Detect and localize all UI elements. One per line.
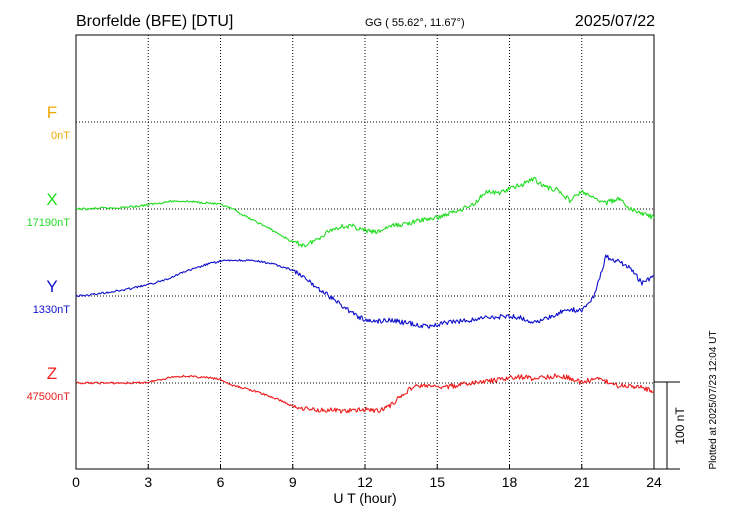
x-tick-label: 3 <box>144 474 152 490</box>
series-line-y <box>75 254 655 329</box>
series-name-y: Y <box>46 277 57 296</box>
plotted-timestamp: Plotted at 2025/07/23 12:04 UT <box>708 331 719 470</box>
series-labels: F 0nT X 17190nT Y 1330nT Z 47500nT <box>27 103 71 403</box>
date-label: 2025/07/22 <box>575 13 655 30</box>
x-tick-label: 15 <box>429 474 445 490</box>
scale-bar-label: 100 nT <box>673 407 687 445</box>
series-baseline-y: 1330nT <box>33 304 71 316</box>
series-line-x <box>75 176 655 248</box>
x-tick-label: 0 <box>72 474 80 490</box>
x-tick-label: 6 <box>217 474 225 490</box>
series-baseline-x: 17190nT <box>27 217 71 229</box>
x-tick-label: 9 <box>289 474 297 490</box>
series-baseline-f: 0nT <box>51 130 70 142</box>
grid <box>76 35 654 469</box>
x-tick-label: 21 <box>574 474 590 490</box>
x-tick-label: 24 <box>646 474 662 490</box>
x-tick-label: 12 <box>357 474 373 490</box>
scale-bar <box>654 381 680 470</box>
series-line-z <box>75 373 655 414</box>
station-title: Brorfelde (BFE) [DTU] <box>76 13 233 30</box>
x-axis-title: U T (hour) <box>333 490 396 506</box>
x-axis-ticks: 0 3 6 9 12 15 18 21 24 <box>72 464 662 490</box>
coordinates-label: GG ( 55.62°, 11.67°) <box>365 17 465 29</box>
series-baseline-z: 47500nT <box>27 391 71 403</box>
series-name-z: Z <box>47 364 57 383</box>
series-name-f: F <box>47 103 57 122</box>
series-name-x: X <box>46 190 57 209</box>
x-tick-label: 18 <box>502 474 518 490</box>
series-lines <box>75 176 655 414</box>
